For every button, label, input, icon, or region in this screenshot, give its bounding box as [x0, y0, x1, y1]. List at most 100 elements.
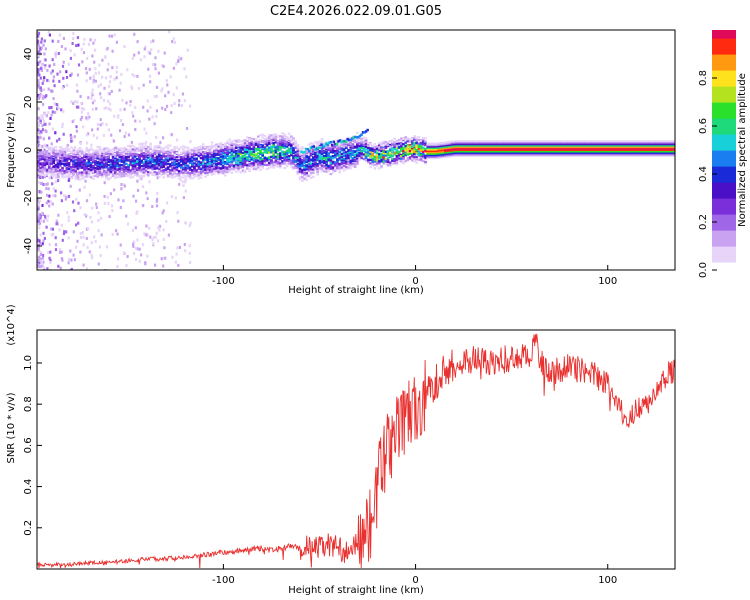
- spectrogram-ridge-cell: [358, 149, 361, 152]
- spectrogram-noise-cell: [132, 244, 135, 248]
- spectrogram-ridge-cell: [307, 143, 311, 146]
- spectrogram-ridge-cell: [188, 166, 192, 169]
- spectrogram-ridge-cell: [221, 169, 225, 172]
- spectrogram-ridge-cell: [120, 168, 124, 171]
- spectrogram-ridge-cell: [483, 147, 487, 150]
- spectrogram-noise-cell: [37, 61, 40, 65]
- spectrogram-ridge-cell: [342, 148, 346, 151]
- spectrogram-noise-cell: [68, 177, 71, 181]
- spectrogram-ridge-cell: [296, 159, 300, 162]
- spectrogram-ridge-cell: [382, 147, 385, 150]
- spectrogram-ridge-cell: [59, 164, 62, 168]
- spectrogram-ridge-cell: [243, 157, 247, 160]
- spectrogram-noise-cell: [154, 56, 157, 60]
- spectrogram-ridge-cell: [485, 150, 489, 153]
- spectrogram-ridge-cell: [378, 147, 381, 150]
- spectrogram-ridge-cell: [254, 149, 258, 152]
- spectrogram-noise-cell: [42, 102, 45, 106]
- spectrogram-ridge-cell: [279, 166, 282, 169]
- spectrogram-noise-cell: [39, 116, 42, 120]
- spectrogram-ridge-cell: [265, 164, 269, 167]
- spectrogram-ridge-cell: [272, 142, 275, 145]
- spectrogram-ridge-cell: [532, 153, 535, 156]
- spectrogram-ridge-cell: [428, 148, 432, 151]
- spectrogram-ridge-cell: [320, 140, 324, 143]
- spectrogram-ridge-cell: [261, 145, 264, 148]
- spectrogram-ridge-cell: [153, 160, 157, 163]
- spectrogram-noise-cell: [67, 257, 71, 261]
- spectrogram-ridge-cell: [424, 147, 427, 150]
- spectrogram-ridge-cell: [254, 138, 258, 141]
- spectrogram-ridge-cell: [386, 150, 390, 153]
- spectrogram-ridge-cell: [65, 172, 69, 175]
- spectrogram-noise-cell: [41, 264, 44, 268]
- spectrogram-ridge-cell: [239, 151, 242, 154]
- spectrogram-ridge-cell: [140, 160, 143, 163]
- spectrogram-ridge-cell: [257, 156, 260, 159]
- spectrogram-ridge-cell: [384, 141, 388, 144]
- spectrogram-ridge-cell: [457, 140, 460, 143]
- spectrogram-ridge-cell: [48, 156, 51, 159]
- spectrogram-ridge-cell: [202, 151, 205, 154]
- spectrogram-ridge-cell: [503, 153, 506, 156]
- spectrogram-ridge-cell: [496, 151, 500, 154]
- spectrogram-ridge-cell: [173, 147, 176, 150]
- spectrogram-ridge-cell: [320, 164, 324, 167]
- spectrogram-ridge-cell: [151, 172, 154, 175]
- spectrogram-ridge-cell: [76, 153, 80, 156]
- spectrogram-ridge-cell: [285, 157, 289, 160]
- spectrogram-ridge-cell: [114, 169, 117, 172]
- spectrogram-ridge-cell: [252, 167, 256, 171]
- spectrogram-ridge-cell: [254, 159, 258, 162]
- spectrogram-ridge-cell: [153, 162, 157, 165]
- spectrogram-ridge-cell: [270, 145, 273, 148]
- spectrogram-ridge-cell: [276, 157, 280, 160]
- spectrogram-noise-cell: [56, 72, 59, 76]
- spectrogram-noise-cell: [184, 180, 187, 184]
- spectrogram-ridge-cell: [441, 141, 445, 144]
- spectrogram-noise-cell: [174, 260, 177, 264]
- spectrogram-noise-cell: [143, 232, 146, 236]
- spectrogram-ridge-cell: [430, 151, 434, 154]
- spectrogram-ridge-cell: [402, 147, 405, 150]
- spectrogram-ridge-cell: [155, 157, 159, 160]
- spectrogram-ridge-cell: [208, 146, 212, 150]
- spectrogram-ridge-cell: [316, 155, 319, 158]
- spectrogram-ridge-cell: [356, 160, 359, 163]
- spectrogram-noise-cell: [110, 34, 114, 38]
- spectrogram-ridge-cell: [206, 171, 209, 174]
- spectrogram-noise-cell: [37, 96, 40, 100]
- spectrogram-ridge-cell: [193, 170, 196, 173]
- spectrogram-ridge-cell: [413, 157, 416, 160]
- spectrogram-ridge-cell: [133, 156, 137, 159]
- spectrogram-ridge-cell: [248, 146, 251, 149]
- spectrogram-ridge-cell: [534, 150, 537, 153]
- spectrogram-ridge-cell: [422, 142, 425, 145]
- spectrogram-ridge-cell: [160, 148, 163, 151]
- spectrogram-ridge-cell: [340, 157, 344, 160]
- spectrogram-noise-cell: [43, 236, 46, 240]
- spectrogram-ridge-cell: [468, 148, 471, 151]
- spectrogram-ridge-cell: [488, 153, 491, 156]
- spectrogram-ridge-cell: [461, 148, 465, 151]
- spectrogram-ridge-cell: [466, 141, 469, 144]
- spectrogram-ridge-cell: [422, 150, 425, 153]
- spectrogram-ridge-cell: [287, 155, 291, 158]
- spectrogram-ridge-cell: [529, 141, 533, 144]
- spectrogram-ridge-cell: [133, 164, 137, 168]
- spectrogram-ridge-cell: [160, 156, 163, 159]
- spectrogram-noise-cell: [43, 88, 46, 92]
- spectrogram-ridge-cell: [446, 148, 449, 151]
- spectrogram-ridge-cell: [384, 152, 388, 155]
- spectrogram-ridge-cell: [312, 151, 315, 154]
- spectrogram-ridge-cell: [204, 175, 207, 178]
- spectrogram-noise-cell: [62, 37, 65, 40]
- spectrogram-ridge-cell: [160, 171, 163, 174]
- spectrogram-ridge-cell: [492, 144, 495, 147]
- spectrogram-ridge-cell: [89, 172, 93, 175]
- spectrogram-ridge-cell: [422, 146, 425, 149]
- spectrogram-noise-cell: [37, 135, 40, 139]
- spectrogram-ridge-cell: [180, 166, 183, 169]
- spectrogram-ridge-cell: [122, 160, 126, 163]
- spectrogram-ridge-cell: [72, 167, 75, 170]
